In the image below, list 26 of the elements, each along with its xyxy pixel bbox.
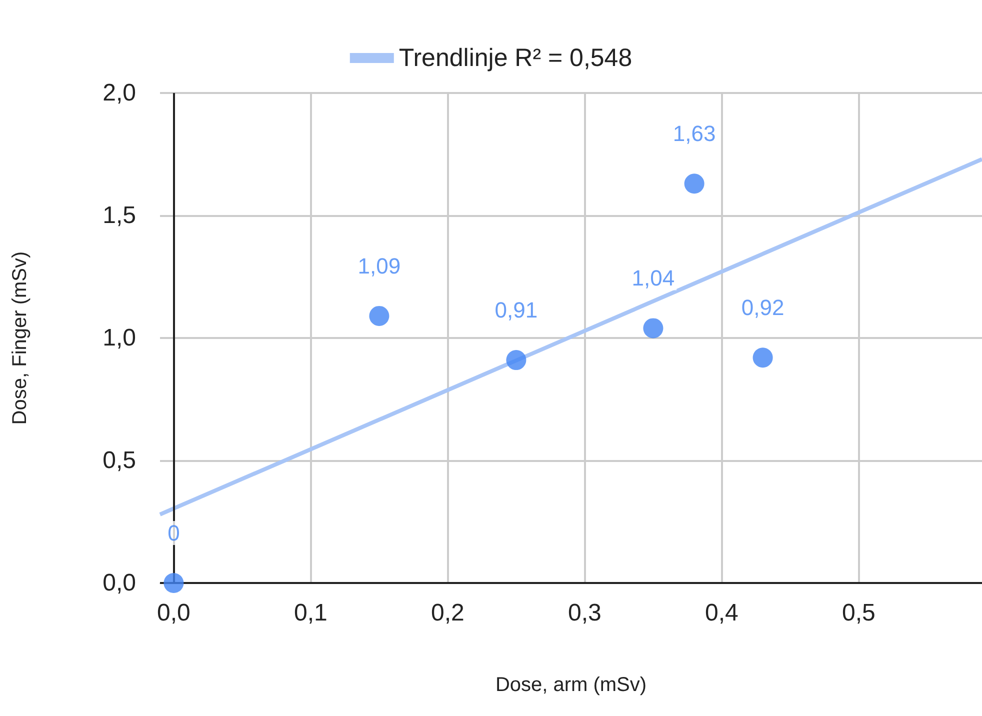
y-tick-label: 0,5 bbox=[102, 447, 136, 474]
point bbox=[369, 306, 390, 326]
point bbox=[164, 573, 184, 593]
x-tick-label: 0,4 bbox=[705, 600, 738, 626]
y-tick-label: 0,0 bbox=[102, 570, 136, 596]
x-tick-label: 0,1 bbox=[294, 600, 328, 626]
x-tick-label: 0,0 bbox=[157, 600, 190, 626]
data-label: 1,04 bbox=[632, 266, 675, 291]
point bbox=[643, 318, 664, 338]
y-axis-title: Dose, Finger (mSv) bbox=[9, 251, 31, 425]
legend-label: Trendlinje R² = 0,548 bbox=[398, 44, 632, 72]
x-tick-label: 0,2 bbox=[431, 600, 464, 626]
y-tick-label: 2,0 bbox=[102, 80, 136, 106]
x-tick-label: 0,3 bbox=[568, 600, 602, 626]
x-tick-label: 0,5 bbox=[842, 600, 876, 626]
point bbox=[506, 350, 526, 370]
data-label: 1,09 bbox=[358, 253, 401, 278]
data-label: 1,63 bbox=[672, 121, 716, 146]
data-label: 0,92 bbox=[741, 295, 784, 320]
data-label: 0 bbox=[168, 520, 180, 546]
y-tick-label: 1,0 bbox=[102, 324, 136, 352]
data-label: 0,91 bbox=[494, 298, 538, 323]
x-axis-title: Dose, arm (mSv) bbox=[495, 674, 647, 696]
point bbox=[752, 348, 773, 368]
point bbox=[684, 174, 704, 194]
y-tick-label: 1,5 bbox=[102, 202, 136, 229]
